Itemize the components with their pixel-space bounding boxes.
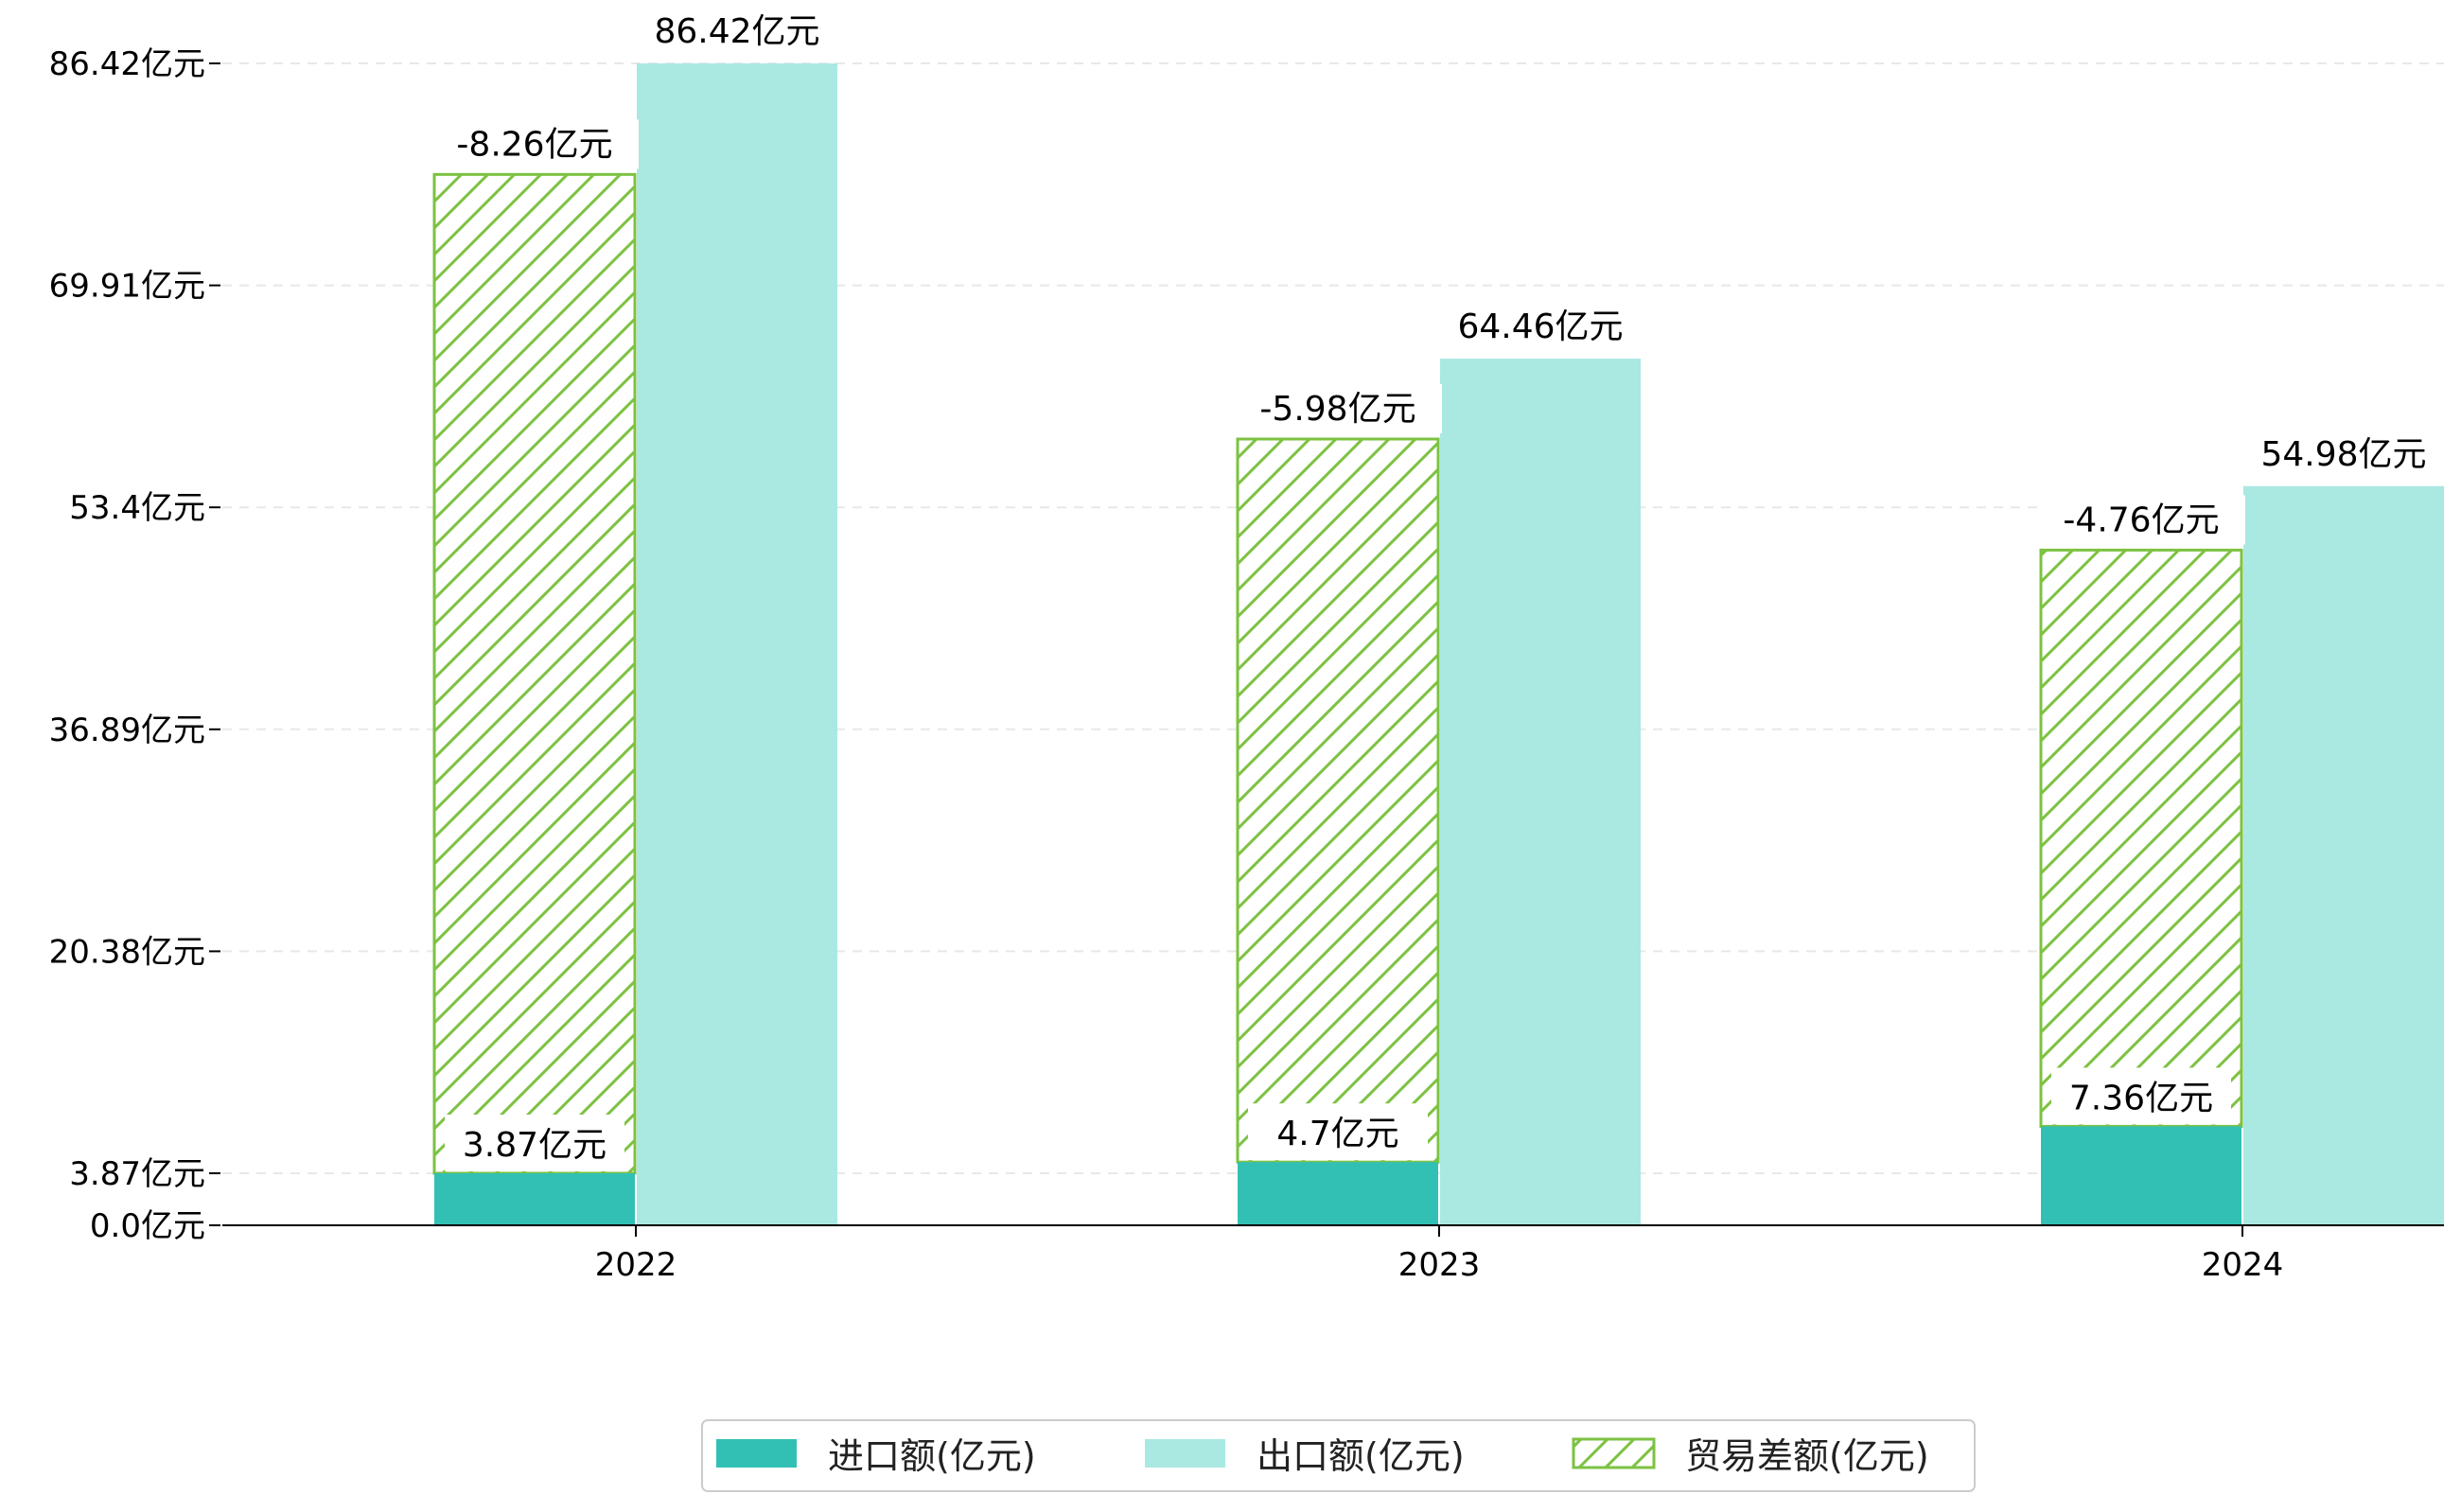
- import-label-bg: [445, 1115, 624, 1172]
- bar-trade-balance-2024: [2039, 548, 2243, 1128]
- y-tick-label: 86.42亿元: [49, 45, 205, 83]
- bar-import-2022: [434, 1173, 635, 1225]
- legend-swatch-import: [716, 1439, 797, 1468]
- bar-export-2024: [2243, 485, 2444, 1225]
- import-label-bg: [1248, 1103, 1428, 1161]
- x-tick-label: 2023: [1398, 1246, 1481, 1284]
- legend-item-import[interactable]: 进口额(亿元): [716, 1435, 1036, 1477]
- legend-item-export[interactable]: 出口额(亿元): [1145, 1435, 1465, 1477]
- export-value-label: 54.98亿元: [2260, 435, 2426, 474]
- legend-label-export: 出口额(亿元): [1257, 1435, 1465, 1477]
- x-tick-label: 2022: [595, 1246, 677, 1284]
- import-value-label: 4.7亿元: [1276, 1115, 1398, 1153]
- bar-export-2022: [637, 63, 837, 1225]
- x-tick-label: 2024: [2202, 1246, 2284, 1284]
- legend-item-balance[interactable]: 贸易差额(亿元): [1572, 1435, 1929, 1477]
- bar-import-2024: [2041, 1126, 2241, 1225]
- data-labels: 3.87亿元 -8.26亿元 86.42亿元 4.7亿元 -5.98亿元 64.46亿元 7…: [431, 12, 2427, 1172]
- bar-trade-balance-2023: [1236, 437, 1440, 1164]
- bar-export-2023: [1440, 359, 1641, 1225]
- balance-value-label: -4.76亿元: [2063, 501, 2219, 539]
- balance-value-label: -5.98亿元: [1259, 390, 1415, 429]
- balance-label-bg: [431, 119, 639, 169]
- y-tick-label: 3.87亿元: [69, 1155, 205, 1193]
- legend-swatch-balance: [1572, 1437, 1656, 1469]
- import-value-label: 3.87亿元: [463, 1126, 606, 1165]
- import-value-label: 7.36亿元: [2069, 1079, 2213, 1117]
- balance-value-label: -8.26亿元: [456, 125, 612, 164]
- y-tick-label: 36.89亿元: [49, 712, 205, 749]
- export-value-label: 64.46亿元: [1457, 308, 1623, 346]
- y-tick-label: 69.91亿元: [49, 268, 205, 306]
- export-value-label: 86.42亿元: [654, 12, 819, 51]
- balance-label-bg: [2037, 495, 2245, 545]
- y-tick-label: 20.38亿元: [49, 933, 205, 971]
- legend: 进口额(亿元) 出口额(亿元) 贸易差额(亿元): [701, 1419, 1976, 1492]
- bar-import-2023: [1238, 1162, 1438, 1225]
- bars: [432, 63, 2444, 1225]
- balance-label-bg: [1234, 384, 1442, 434]
- legend-label-balance: 贸易差额(亿元): [1685, 1435, 1929, 1477]
- import-label-bg: [2051, 1067, 2231, 1125]
- bar-trade-balance-2022: [432, 172, 637, 1175]
- y-tick-label: 0.0亿元: [90, 1207, 205, 1245]
- legend-frame: [701, 1419, 1976, 1492]
- y-tick-label: 53.4亿元: [69, 489, 205, 527]
- legend-swatch-export: [1145, 1439, 1225, 1468]
- axes: 0.0亿元 3.87亿元 20.38亿元 36.89亿元 53.4亿元 69.91亿元 86…: [49, 45, 2444, 1284]
- legend-label-import: 进口额(亿元): [828, 1435, 1036, 1477]
